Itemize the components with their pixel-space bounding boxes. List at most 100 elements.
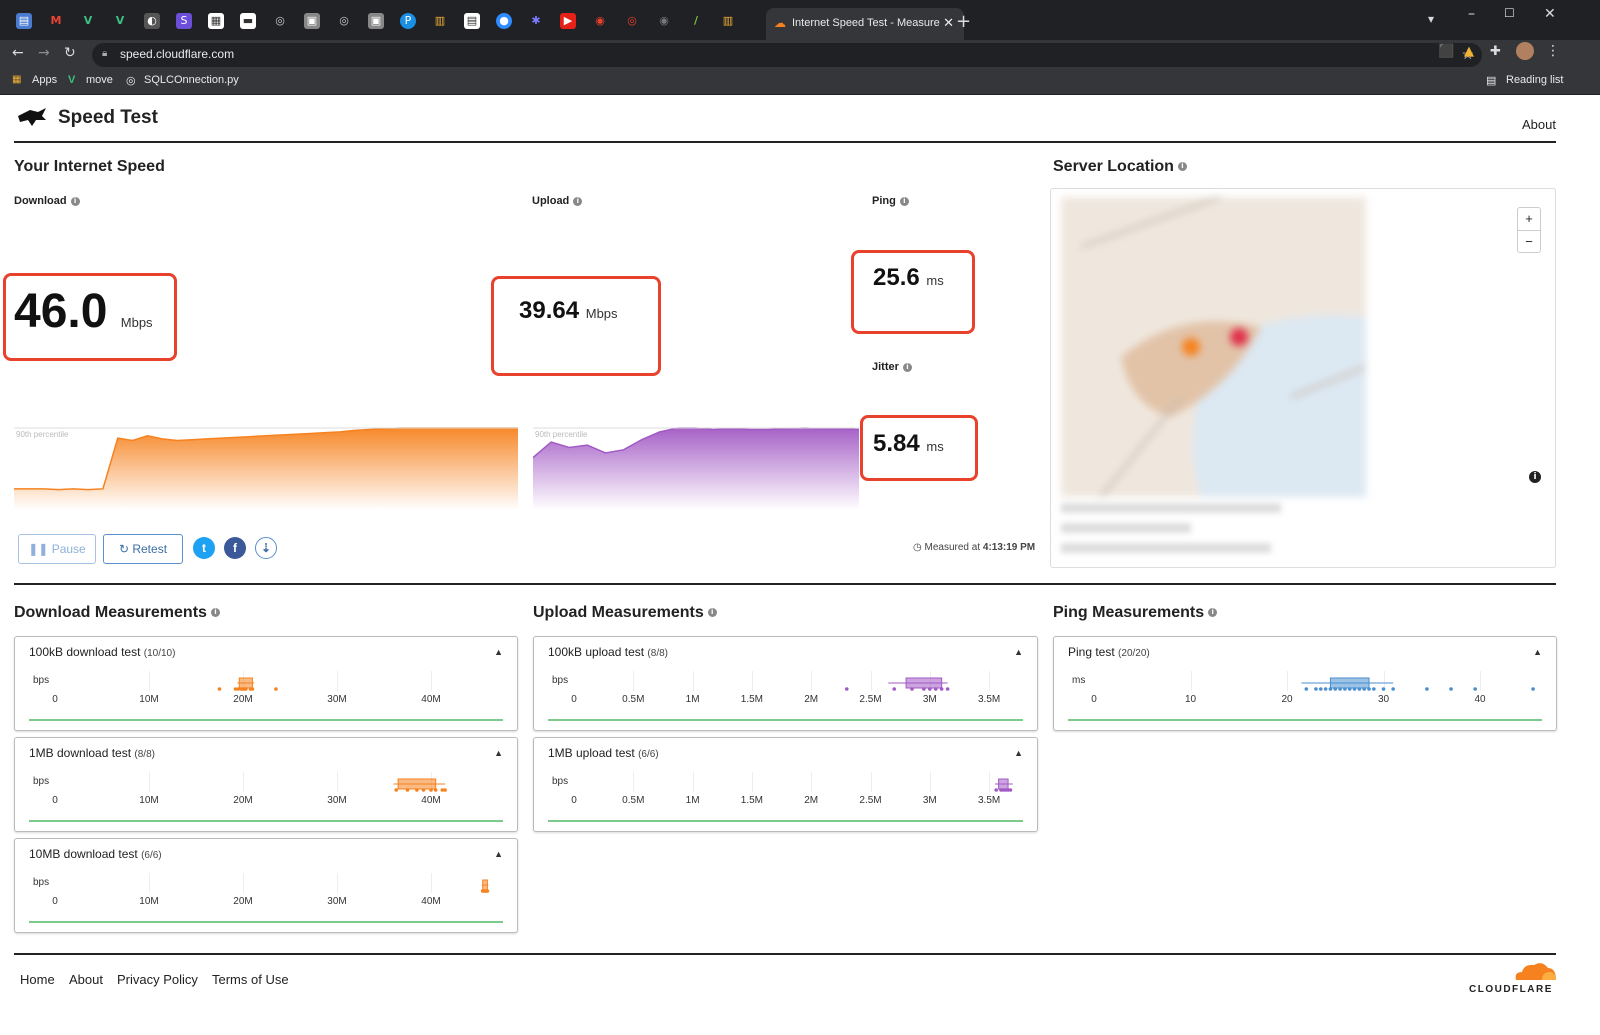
measurement-point[interactable] <box>1367 687 1371 691</box>
measurement-point[interactable] <box>1304 687 1309 691</box>
close-window-button[interactable]: ✕ <box>1544 6 1556 22</box>
box-iqr[interactable] <box>238 677 253 689</box>
measurement-point[interactable] <box>243 687 247 691</box>
info-icon[interactable]: i <box>707 608 717 618</box>
youtube-tab-icon[interactable]: ▶ <box>560 13 576 29</box>
map-info-icon[interactable]: i <box>1529 471 1541 483</box>
info-icon[interactable]: i <box>1208 608 1218 618</box>
box-iqr[interactable] <box>1329 677 1370 689</box>
new-tab-button[interactable]: + <box>956 11 972 32</box>
profile-avatar[interactable] <box>1516 42 1534 60</box>
measurement-point[interactable] <box>1328 687 1333 691</box>
measurement-point[interactable] <box>933 687 938 691</box>
gear-tab-icon[interactable]: ✱ <box>528 13 544 29</box>
bookmark-star-icon[interactable]: ☆ <box>1461 46 1474 62</box>
doc-tab-icon[interactable]: ▦ <box>208 13 224 29</box>
footer-privacy-link[interactable]: Privacy Policy <box>117 972 198 987</box>
collapse-caret-icon[interactable]: ▲ <box>494 748 503 758</box>
measurement-point[interactable] <box>239 687 243 691</box>
zoom-in-button[interactable]: + <box>1518 208 1540 231</box>
doc-tab-icon[interactable]: ▤ <box>464 13 480 29</box>
map-image[interactable] <box>1061 197 1366 497</box>
back-icon[interactable]: ← <box>12 45 24 61</box>
measurement-point[interactable] <box>415 788 419 792</box>
measurement-point[interactable] <box>1473 687 1477 691</box>
facebook-share-icon[interactable]: f <box>224 537 246 559</box>
measurement-point[interactable] <box>1357 687 1362 691</box>
minimize-button[interactable]: – <box>1468 6 1475 22</box>
pdf-extension-icon[interactable]: ⬛ <box>1438 44 1455 59</box>
tab-icon[interactable]: ▣ <box>304 13 320 29</box>
tab-icon[interactable]: / <box>688 13 704 29</box>
measurement-point[interactable] <box>236 687 241 691</box>
measurement-point[interactable] <box>910 687 914 691</box>
collapse-caret-icon[interactable]: ▲ <box>494 647 503 657</box>
measurement-point[interactable] <box>928 687 932 691</box>
v-tab-icon[interactable]: V <box>80 13 96 29</box>
measurement-point[interactable] <box>1347 687 1352 691</box>
measurement-point[interactable] <box>274 687 278 691</box>
target-tab-icon[interactable]: ◉ <box>592 13 608 29</box>
retest-button[interactable]: ↻ Retest <box>103 534 183 564</box>
measurement-point[interactable] <box>217 687 222 691</box>
bookmark-move[interactable]: move <box>86 74 113 86</box>
measurement-point[interactable] <box>1372 687 1376 691</box>
footer-about-link[interactable]: About <box>69 972 103 987</box>
download-results-icon[interactable]: ⇣ <box>255 537 277 559</box>
drive-extension-icon[interactable]: ▲ <box>1464 44 1474 59</box>
measurement-point[interactable] <box>421 788 426 792</box>
measurement-point[interactable] <box>1318 687 1323 691</box>
gmail-tab-icon[interactable]: M <box>48 13 64 29</box>
measurement-point[interactable] <box>1352 687 1357 691</box>
measurement-point[interactable] <box>394 788 399 792</box>
menu-icon[interactable]: ⋮ <box>1546 43 1560 59</box>
zoom-out-button[interactable]: − <box>1525 234 1533 249</box>
measurement-point[interactable] <box>844 687 849 691</box>
tab-search-icon[interactable]: ▾ <box>1428 12 1435 26</box>
address-bar[interactable]: 🔒︎ speed.cloudflare.com ☆ <box>92 43 1482 67</box>
doc-tab-icon[interactable]: ▬ <box>240 13 256 29</box>
info-icon[interactable]: i <box>210 608 220 618</box>
measurement-point[interactable] <box>1425 687 1429 691</box>
info-icon[interactable]: i <box>1177 162 1187 172</box>
tab-icon[interactable]: ◐ <box>144 13 160 29</box>
measurement-point[interactable] <box>1362 687 1366 691</box>
bookmark-sqlconnection[interactable]: SQLCOnnection.py <box>144 74 239 86</box>
box-iqr[interactable] <box>998 778 1009 790</box>
measurement-point[interactable] <box>1333 687 1338 691</box>
measurement-point[interactable] <box>1449 687 1453 691</box>
measurement-point[interactable] <box>443 788 447 792</box>
measurement-point[interactable] <box>433 788 438 792</box>
measurement-point[interactable] <box>250 687 255 691</box>
bookmark-apps[interactable]: Apps <box>32 74 58 86</box>
measurement-point[interactable] <box>233 687 238 691</box>
footer-home-link[interactable]: Home <box>20 972 55 987</box>
reading-list-link[interactable]: Reading list <box>1506 74 1564 86</box>
info-icon[interactable]: i <box>70 196 80 206</box>
measurement-point[interactable] <box>405 788 410 792</box>
tab-icon[interactable]: ▣ <box>368 13 384 29</box>
maximize-button[interactable]: ☐ <box>1504 6 1515 20</box>
zoom-tab-icon[interactable]: ● <box>496 13 512 29</box>
target-tab-icon[interactable]: ◎ <box>624 13 640 29</box>
measurement-point[interactable] <box>922 687 926 691</box>
tab-speed-test[interactable]: ☁ Internet Speed Test - Measure N ✕ <box>766 8 964 40</box>
measurement-point[interactable] <box>994 788 999 792</box>
footer-terms-link[interactable]: Terms of Use <box>212 972 289 987</box>
measurement-point[interactable] <box>485 889 490 893</box>
box-iqr[interactable] <box>397 778 437 790</box>
collapse-caret-icon[interactable]: ▲ <box>1014 748 1023 758</box>
forward-icon[interactable]: → <box>38 45 50 61</box>
info-icon[interactable]: i <box>573 196 583 206</box>
collapse-caret-icon[interactable]: ▲ <box>494 849 503 859</box>
measurement-point[interactable] <box>939 687 944 691</box>
tab-icon[interactable]: ◉ <box>656 13 672 29</box>
measurement-point[interactable] <box>1323 687 1328 691</box>
measurement-point[interactable] <box>1343 687 1347 691</box>
measurement-point[interactable] <box>1531 687 1535 691</box>
globe-tab-icon[interactable]: ◎ <box>272 13 288 29</box>
info-icon[interactable]: i <box>902 362 912 372</box>
extensions-icon[interactable]: ✚ <box>1490 44 1501 59</box>
s-tab-icon[interactable]: S <box>176 13 192 29</box>
measurement-point[interactable] <box>1314 687 1318 691</box>
